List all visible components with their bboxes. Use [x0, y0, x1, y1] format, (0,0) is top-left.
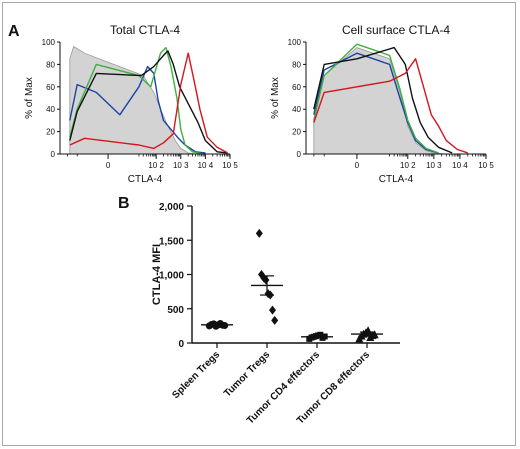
x-tick-label: 10 4 — [198, 161, 214, 170]
y-tick-label: 20 — [46, 128, 55, 137]
y-tick-label: 2,000 — [159, 202, 184, 213]
x-tick-label: Spleen Tregs — [170, 349, 222, 401]
y-tick-label: 60 — [46, 83, 55, 92]
series-1-line — [69, 65, 206, 154]
y-tick-label: 1,000 — [159, 271, 184, 282]
y-tick-label: 80 — [292, 60, 301, 69]
data-point — [255, 228, 263, 238]
chart-title: Cell surface CTLA-4 — [342, 23, 450, 37]
y-tick-label: 40 — [292, 105, 301, 114]
data-point — [269, 305, 276, 315]
y-tick-label: 40 — [46, 105, 55, 114]
x-tick-label: 10 2 — [400, 161, 416, 170]
x-tick-label: 10 2 — [148, 161, 164, 170]
histogram-surface-ctla4: Cell surface CTLA-4 % of Max CTLA-4 0 20 40 60… — [270, 23, 494, 185]
x-tick-label: 10 5 — [222, 161, 238, 170]
x-tick-label: 10 4 — [452, 161, 468, 170]
series-0-filled — [313, 47, 447, 155]
y-tick-label: 60 — [292, 83, 301, 92]
x-axis-label: CTLA-4 — [379, 174, 414, 185]
panel-a-letter: A — [8, 23, 20, 40]
y-axis-label: % of Max — [270, 77, 281, 119]
y-axis-label: % of Max — [24, 77, 35, 119]
series-2-line — [313, 43, 439, 154]
series-3-line — [69, 50, 228, 154]
x-tick-label: 0 — [106, 161, 111, 170]
series-3-line — [313, 46, 453, 154]
scatter-ctla4-mfi: CTLA-4 MFI 0 500 1,000 1,500 2,000 Spleen Treg… — [151, 202, 400, 427]
x-tick-label: 0 — [355, 161, 360, 170]
y-tick-label: 100 — [42, 38, 56, 47]
y-tick-label: 80 — [46, 60, 55, 69]
histogram-total-ctla4: Total CTLA-4 % of Max CTLA-4 0 20 40 60 80 100 0 1… — [24, 23, 238, 185]
y-tick-label: 500 — [167, 305, 184, 316]
x-tick-label: 10 3 — [173, 161, 189, 170]
data-point — [317, 331, 324, 338]
y-tick-label: 20 — [292, 128, 301, 137]
x-tick-label: Tumor Tregs — [222, 349, 272, 399]
series-2-line — [69, 46, 204, 155]
x-tick-label: 10 5 — [478, 161, 494, 170]
x-axis-label: CTLA-4 — [128, 174, 163, 185]
series-4-line — [69, 52, 228, 154]
y-axis-label: CTLA-4 MFI — [151, 244, 163, 305]
y-tick-label: 0 — [178, 339, 184, 350]
y-tick-label: 0 — [297, 150, 302, 159]
chart-title: Total CTLA-4 — [110, 23, 180, 37]
x-tick-label: 10 3 — [426, 161, 442, 170]
series-4-line — [313, 58, 469, 154]
y-tick-label: 0 — [51, 150, 56, 159]
panel-b-letter: B — [118, 195, 130, 212]
y-tick-label: 1,500 — [159, 236, 184, 247]
data-point — [271, 315, 279, 325]
data-point — [262, 275, 270, 285]
y-tick-label: 100 — [288, 38, 302, 47]
